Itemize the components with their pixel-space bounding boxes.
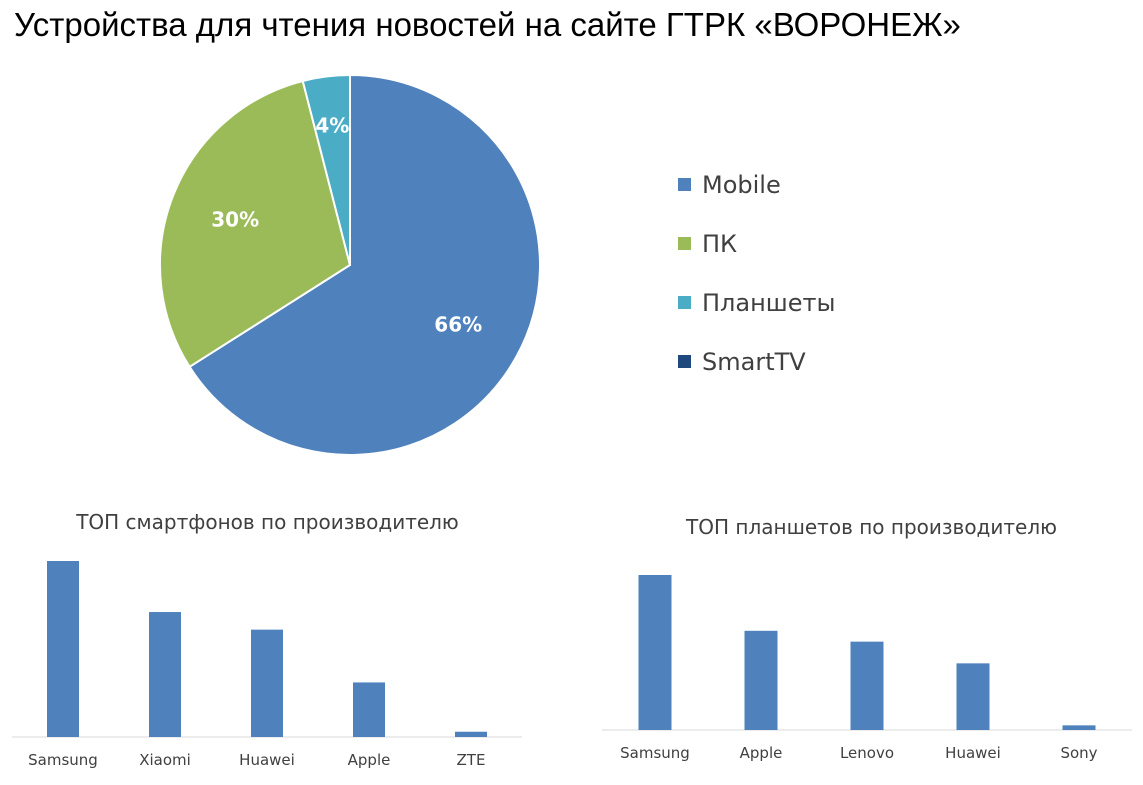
x-tick-label: Samsung bbox=[620, 744, 690, 762]
pie-slice-2 bbox=[301, 73, 351, 266]
device-pie-chart: 66% 30% 4% bbox=[159, 73, 541, 456]
page-title: Устройства для чтения новостей на сайте … bbox=[14, 6, 961, 43]
x-tick-label: Samsung bbox=[28, 751, 98, 769]
tablets-bar-chart: ТОП планшетов по производителю Samsung Ap… bbox=[600, 510, 1143, 785]
pie-slice-0 bbox=[188, 73, 541, 456]
legend-label: Планшеты bbox=[702, 288, 836, 317]
bar-xiaomi bbox=[149, 612, 181, 737]
bar-huawei bbox=[956, 663, 990, 730]
x-tick-label: Sony bbox=[1060, 744, 1097, 762]
smartphones-bars: Samsung Xiaomi Huawei Apple ZTE bbox=[12, 561, 522, 769]
bar-huawei bbox=[251, 629, 283, 737]
legend-swatch bbox=[678, 237, 691, 250]
legend-label: SmartTV bbox=[702, 347, 806, 376]
tablets-bars: Samsung Apple Lenovo Huawei Sony bbox=[602, 575, 1132, 762]
chart-title: ТОП смартфонов по производителю bbox=[76, 510, 459, 534]
pie-legend: Mobile ПК Планшеты SmartTV bbox=[678, 155, 835, 391]
x-tick-label: Huawei bbox=[239, 751, 295, 769]
bar-apple bbox=[744, 630, 778, 730]
x-tick-label: Lenovo bbox=[840, 744, 894, 762]
x-tick-label: Xiaomi bbox=[139, 751, 191, 769]
legend-item: ПК bbox=[678, 214, 835, 273]
x-tick-label: Huawei bbox=[945, 744, 1001, 762]
pie-slice-1 bbox=[159, 79, 352, 369]
legend-label: ПК bbox=[702, 229, 738, 258]
legend-swatch bbox=[678, 296, 691, 309]
pie-data-label: 4% bbox=[315, 114, 349, 138]
x-tick-label: Apple bbox=[348, 751, 391, 769]
x-tick-label: Apple bbox=[740, 744, 783, 762]
pie-data-label: 30% bbox=[211, 208, 259, 232]
legend-swatch bbox=[678, 178, 691, 191]
bar-samsung bbox=[638, 575, 672, 730]
smartphones-bar-chart: ТОП смартфонов по производителю Samsung X… bbox=[10, 505, 525, 785]
legend-item: Mobile bbox=[678, 155, 835, 214]
bar-sony bbox=[1062, 725, 1096, 730]
bar-apple bbox=[353, 682, 385, 737]
legend-label: Mobile bbox=[702, 170, 781, 199]
bar-zte bbox=[455, 731, 487, 737]
bar-lenovo bbox=[850, 641, 884, 730]
x-tick-label: ZTE bbox=[457, 751, 486, 769]
legend-swatch bbox=[678, 355, 691, 368]
chart-title: ТОП планшетов по производителю bbox=[686, 515, 1057, 539]
legend-item: Планшеты bbox=[678, 273, 835, 332]
bar-samsung bbox=[47, 561, 79, 737]
pie-data-label: 66% bbox=[434, 312, 482, 336]
legend-item: SmartTV bbox=[678, 332, 835, 391]
